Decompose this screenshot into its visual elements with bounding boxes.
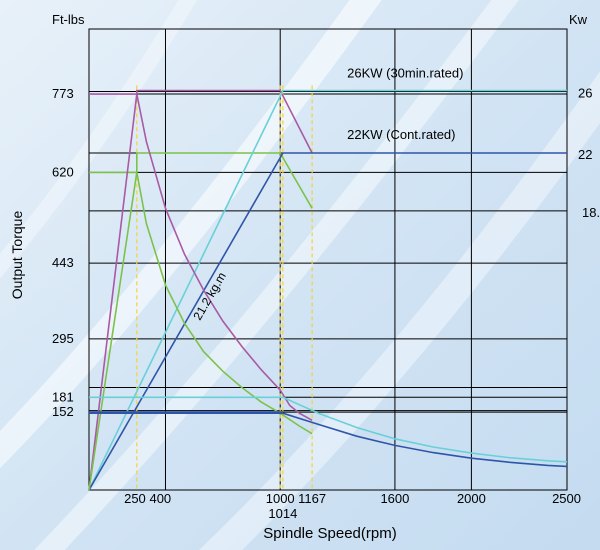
y-tick-label: 773 (52, 86, 74, 101)
series-lines (88, 89, 568, 491)
right-tick-label: 22 (578, 147, 592, 162)
y-tick-label: 181 (52, 389, 74, 404)
series-line-2 (88, 89, 567, 491)
right-tick-label: 26 (578, 85, 592, 100)
series-line-7 (89, 412, 568, 468)
y-tick-label: 443 (52, 255, 74, 270)
y-axis-label: Output Torque (9, 211, 25, 300)
x-tick-label: 2000 (457, 491, 486, 506)
annotations: 26KW (30min.rated)22KW (Cont.rated)21.2 … (190, 66, 463, 323)
series-line-4 (88, 93, 313, 491)
chart-annotation: 22KW (Cont.rated) (347, 127, 455, 142)
x-tick-label: 1014 (268, 506, 297, 521)
grid-lines (88, 28, 568, 491)
x-axis-label: Spindle Speed(rpm) (263, 525, 396, 542)
series-line-3 (88, 152, 567, 491)
y-tick-label: 295 (52, 331, 74, 346)
x-tick-label: 250 (124, 491, 146, 506)
right-tick-label: 18. (582, 205, 600, 220)
x-tick-label: 2500 (552, 491, 581, 506)
y-tick-label: 620 (52, 164, 74, 179)
series-line-6 (89, 396, 568, 463)
reference-lines (136, 85, 313, 490)
plot-frame (88, 28, 568, 491)
x-tick-label: 1167 (298, 491, 326, 506)
right-unit-label: Kw (569, 12, 588, 27)
series-line-5 (88, 172, 313, 491)
x-tick-label: 1600 (380, 491, 409, 506)
series-line-0 (89, 89, 313, 154)
x-tick-label: 1000 (266, 491, 295, 506)
y-tick-label: 152 (52, 404, 74, 419)
x-tick-label: 400 (149, 491, 171, 506)
chart-annotation: 26KW (30min.rated) (347, 66, 463, 81)
series-line-1 (89, 152, 313, 209)
left-unit-label: Ft-lbs (52, 12, 85, 27)
